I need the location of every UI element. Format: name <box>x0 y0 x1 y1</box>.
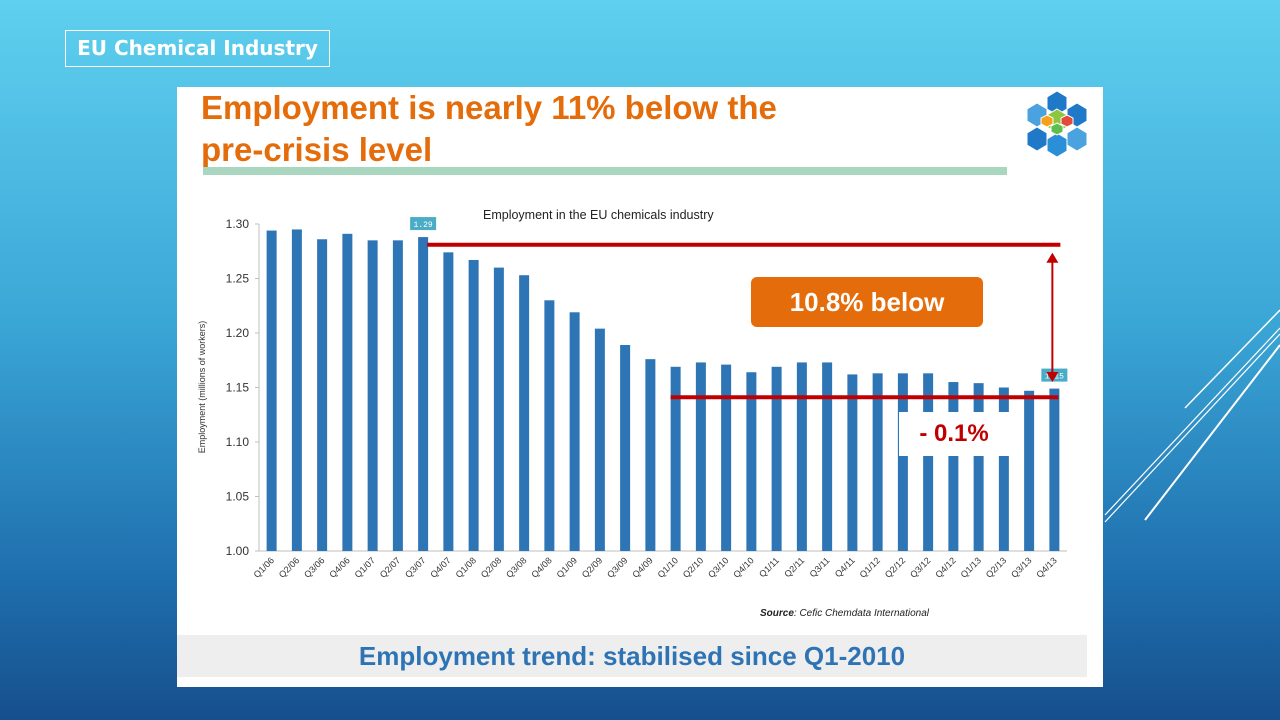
x-tick-label: Q4/09 <box>630 555 654 579</box>
bar-Q1-08 <box>468 259 479 551</box>
x-tick-label: Q1/07 <box>353 555 377 579</box>
x-tick-label: Q3/09 <box>605 555 629 579</box>
bar-Q3-11 <box>822 362 833 551</box>
bar-Q2-13 <box>998 387 1009 551</box>
bar-Q1-06 <box>266 230 277 551</box>
x-tick-label: Q4/07 <box>428 555 452 579</box>
bar-Q3-09 <box>620 344 631 551</box>
bar-Q2-12 <box>897 373 908 551</box>
bar-Q1-13 <box>973 383 984 551</box>
headline: Employment is nearly 11% below the pre-c… <box>201 87 981 171</box>
y-axis-label: Employment (millions of workers) <box>197 321 207 454</box>
bar-Q2-07 <box>392 240 403 551</box>
recent-change-callout: - 0.1% <box>899 412 1009 456</box>
bar-Q2-11 <box>796 362 807 551</box>
x-tick-label: Q1/09 <box>555 555 579 579</box>
bar-Q1-09 <box>569 312 580 551</box>
x-tick-label: Q2/10 <box>681 555 705 579</box>
decline-callout: 10.8% below <box>751 277 983 327</box>
x-tick-label: Q3/13 <box>1009 555 1033 579</box>
y-ticks: 1.00 1.05 1.10 1.15 1.20 1.25 1.30 <box>226 217 259 558</box>
bar-Q3-07 <box>418 237 429 551</box>
bar-Q1-07 <box>367 240 378 551</box>
bar-Q4-10 <box>746 372 757 551</box>
x-tick-label: Q1/08 <box>454 555 478 579</box>
annotation-lines <box>427 242 1061 400</box>
bar-Q2-06 <box>291 229 302 551</box>
bar-Q3-12 <box>923 373 934 551</box>
x-tick-label: Q2/12 <box>883 555 907 579</box>
bar-Q2-09 <box>594 328 605 551</box>
x-tick-label: Q2/06 <box>277 555 301 579</box>
x-tick-label: Q2/11 <box>782 555 806 579</box>
bar-Q4-13 <box>1049 388 1060 551</box>
x-tick-label: Q4/08 <box>529 555 553 579</box>
slide-tag: EU Chemical Industry <box>65 30 330 67</box>
bottom-summary: Employment trend: stabilised since Q1-20… <box>358 641 906 671</box>
bar-Q3-06 <box>317 239 328 551</box>
bar-Q1-10 <box>670 366 681 551</box>
headline-line-2: pre-crisis level <box>201 131 433 168</box>
x-tick-label: Q4/06 <box>327 555 351 579</box>
y-tick-label: 1.00 <box>226 544 250 558</box>
x-tick-label: Q1/13 <box>959 555 983 579</box>
x-tick-label: Q1/11 <box>757 555 781 579</box>
x-tick-label: Q2/09 <box>580 555 604 579</box>
bar-Q3-08 <box>519 275 530 551</box>
bar-Q1-11 <box>771 366 782 551</box>
y-tick-label: 1.05 <box>226 490 250 504</box>
bottom-band <box>177 635 1087 677</box>
bars <box>266 229 1060 551</box>
data-label: 1.29 <box>414 221 433 230</box>
x-tick-label: Q4/12 <box>933 555 957 579</box>
y-tick-label: 1.30 <box>226 217 250 231</box>
y-tick-label: 1.15 <box>226 381 250 395</box>
hexagon-molecule-icon <box>1026 90 1088 158</box>
slide-panel: Employment is nearly 11% below the pre-c… <box>177 87 1103 687</box>
bar-Q2-08 <box>493 267 504 551</box>
x-tick-label: Q3/07 <box>403 555 427 579</box>
headline-line-1: Employment is nearly 11% below the <box>201 89 777 126</box>
decorative-diagonal-lines <box>1104 309 1280 523</box>
x-tick-label: Q4/13 <box>1034 555 1058 579</box>
chart-title: Employment in the EU chemicals industry <box>483 208 714 222</box>
employment-chart: 1.001.051.101.151.201.251.30 Q1/06 Q2/06 Q… <box>197 208 1068 619</box>
y-tick-label: 1.10 <box>226 435 250 449</box>
x-tick-label: Q2/08 <box>479 555 503 579</box>
x-tick-label: Q4/11 <box>833 555 857 579</box>
bar-Q4-11 <box>847 374 858 551</box>
bar-Q3-13 <box>1024 390 1035 551</box>
x-tick-labels: Q1/06 Q2/06 Q3/06 Q4/06 Q1/07 Q2/07 Q3/07 Q4/07… <box>252 555 1059 579</box>
bar-Q2-10 <box>695 362 706 551</box>
bar-Q4-07 <box>443 252 454 551</box>
data-label-box <box>410 217 437 231</box>
bar-Q4-09 <box>645 359 656 551</box>
decline-arrow-head-down <box>1046 372 1059 383</box>
source-note: Source: Cefic Chemdata International <box>760 608 930 619</box>
x-tick-label: Q3/11 <box>808 555 832 579</box>
x-tick-label: Q1/06 <box>252 555 276 579</box>
x-tick-label: Q1/12 <box>858 555 882 579</box>
bar-Q4-08 <box>544 300 555 551</box>
bar-Q4-12 <box>948 382 959 551</box>
x-tick-label: Q3/10 <box>706 555 730 579</box>
bar-Q1-12 <box>872 373 883 551</box>
y-tick-label: 1.25 <box>226 272 250 286</box>
x-tick-label: Q3/08 <box>504 555 528 579</box>
decline-arrow-head-up <box>1046 252 1059 263</box>
bar-Q4-06 <box>342 233 353 551</box>
x-tick-label: Q2/07 <box>378 555 402 579</box>
x-tick-label: Q2/13 <box>984 555 1008 579</box>
x-tick-label: Q3/06 <box>302 555 326 579</box>
title-rule <box>203 167 1007 175</box>
y-tick-label: 1.20 <box>226 326 250 340</box>
x-tick-label: Q1/10 <box>656 555 680 579</box>
x-tick-label: Q3/12 <box>908 555 932 579</box>
bar-Q3-10 <box>721 364 732 551</box>
x-tick-label: Q4/10 <box>731 555 755 579</box>
